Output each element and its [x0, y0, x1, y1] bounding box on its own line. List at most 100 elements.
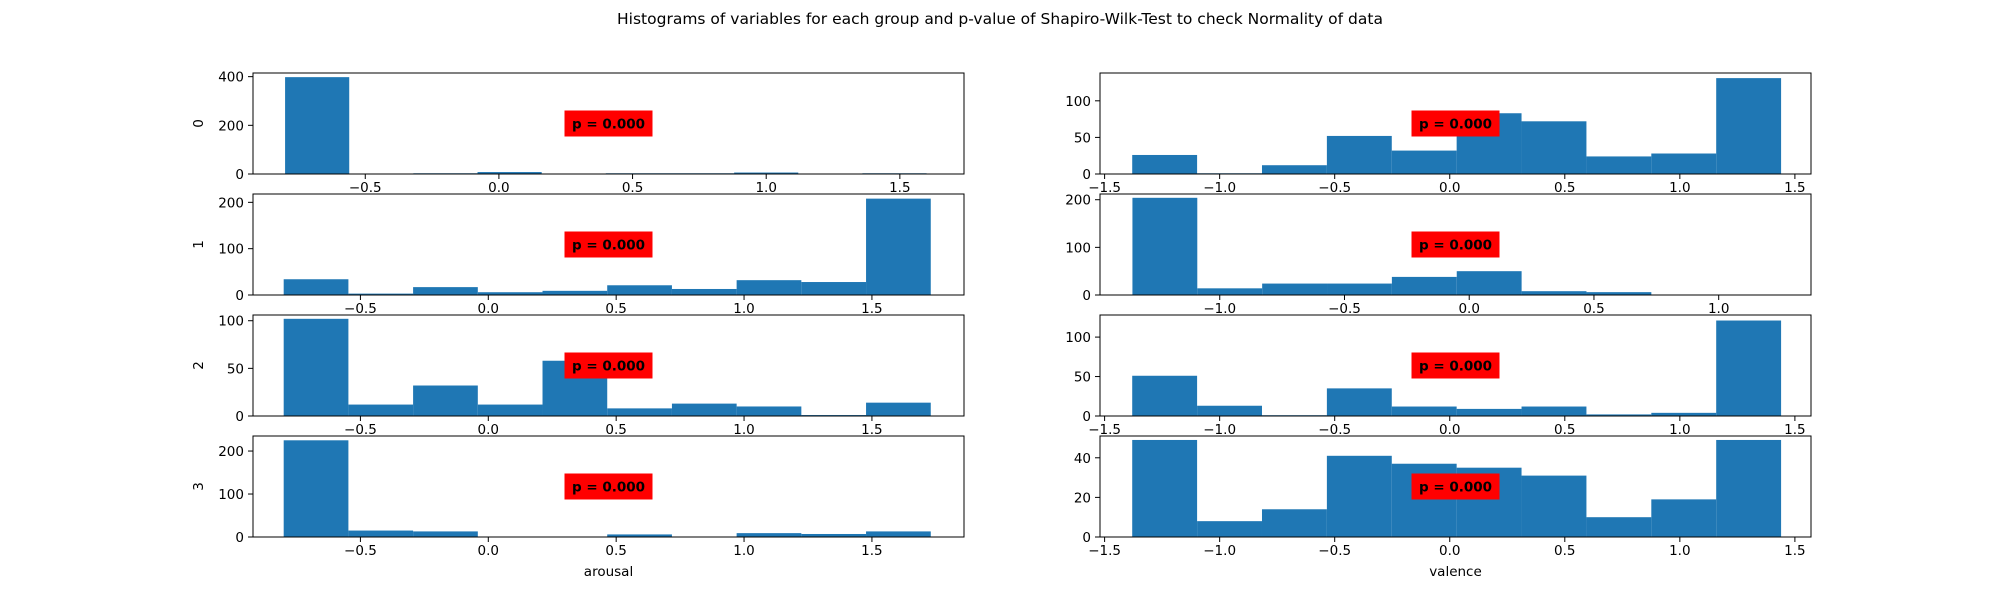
axes-frame [252, 72, 965, 175]
p-value-box [1411, 231, 1500, 258]
histogram-bar [1521, 406, 1587, 416]
histogram-bar [1391, 150, 1457, 174]
x-tick-label: 1.0 [1708, 301, 1729, 317]
x-tick-label: 0.5 [1554, 422, 1575, 438]
histogram-bar [1456, 271, 1522, 295]
p-value-text: p = 0.000 [572, 359, 645, 375]
axes-frame [252, 435, 965, 538]
x-tick-label: −1.5 [1088, 422, 1121, 438]
x-tick-label: 1.0 [733, 543, 754, 559]
y-tick-label: 40 [1074, 451, 1091, 467]
histogram-bar [1586, 414, 1652, 416]
histogram-bar [1521, 475, 1587, 537]
x-tick-label: −1.0 [1203, 180, 1236, 196]
x-tick-label: 0.0 [1458, 301, 1479, 317]
histogram-panel: −0.5 0.0 0.5 1.0 1.5 0 200 400 0 p = 0.000 [191, 70, 965, 196]
histogram-bar [1651, 153, 1717, 174]
histogram-bar [1326, 388, 1392, 416]
y-tick-label: 0 [1082, 167, 1091, 183]
histogram-bar [736, 533, 802, 537]
x-tick-label: 0.5 [605, 301, 626, 317]
x-tick-label: −1.0 [1203, 543, 1236, 559]
p-value-annotation: p = 0.000 [1411, 231, 1500, 258]
histogram-bar [1521, 121, 1587, 174]
x-tick-label: −1.5 [1088, 180, 1121, 196]
p-value-box [1411, 473, 1500, 500]
y-tick-label: 0 [235, 167, 244, 183]
p-value-box [564, 231, 653, 258]
x-tick-label: 1.5 [861, 543, 882, 559]
y-tick-label: 50 [1074, 370, 1091, 386]
y-tick-label: 0 [1082, 530, 1091, 546]
y-tick-label: 100 [1065, 240, 1091, 256]
p-value-text: p = 0.000 [1419, 480, 1492, 496]
x-tick-label: 1.0 [1669, 422, 1690, 438]
histogram-bar [283, 440, 349, 537]
p-value-text: p = 0.000 [572, 238, 645, 254]
x-tick-label: 0.0 [1439, 422, 1460, 438]
histogram-bar [607, 408, 672, 416]
y-tick-label: 0 [235, 530, 244, 546]
x-tick-label: 0.5 [605, 422, 626, 438]
y-tick-label: 50 [1074, 130, 1091, 146]
x-tick-label: 1.5 [861, 301, 882, 317]
axes-frame [1099, 72, 1812, 175]
histogram-bar [1261, 509, 1327, 537]
x-tick-label: 0.0 [478, 301, 499, 317]
axes-frame [252, 314, 965, 417]
x-tick-label: 1.0 [733, 301, 754, 317]
axes-frame [1099, 314, 1812, 417]
histogram-bar [1391, 406, 1457, 416]
p-value-box [1411, 352, 1500, 379]
y-tick-label: 200 [218, 118, 244, 134]
p-value-annotation: p = 0.000 [564, 473, 653, 500]
histogram-bar [866, 198, 931, 295]
figure-title: Histograms of variables for each group a… [617, 10, 1383, 28]
x-tick-label: −0.5 [349, 180, 382, 196]
p-value-text: p = 0.000 [572, 480, 645, 496]
p-value-text: p = 0.000 [572, 117, 645, 133]
x-tick-label: 0.5 [605, 543, 626, 559]
axes-frame [1099, 435, 1812, 538]
histogram-bar [477, 292, 543, 295]
p-value-box [1411, 110, 1500, 137]
histogram-bar [1132, 154, 1198, 174]
histogram-bar [1132, 197, 1198, 295]
p-value-box [564, 473, 653, 500]
y-tick-label: 100 [218, 487, 244, 503]
x-tick-label: −1.5 [1088, 543, 1121, 559]
x-tick-label: 1.5 [1784, 180, 1805, 196]
histogram-bar [1716, 78, 1782, 174]
y-tick-label: 100 [1065, 94, 1091, 110]
y-tick-label: 200 [218, 195, 244, 211]
p-value-annotation: p = 0.000 [564, 352, 653, 379]
p-value-text: p = 0.000 [1419, 359, 1492, 375]
y-tick-label: 400 [218, 70, 244, 86]
y-tick-label: 0 [1082, 288, 1091, 304]
histogram-panel: −0.5 0.0 0.5 1.0 1.5 0 50 100 2 p = 0.000 [191, 314, 965, 438]
histogram-bar [607, 534, 672, 537]
y-tick-label: 0 [235, 288, 244, 304]
histogram-bar [607, 285, 672, 295]
x-tick-label: −0.5 [344, 543, 377, 559]
histogram-bar [1132, 439, 1198, 537]
x-tick-label: 0.0 [478, 543, 499, 559]
histogram-bar [348, 530, 414, 537]
group-label: 1 [191, 240, 207, 249]
histogram-bar [734, 172, 799, 174]
histogram-bar [736, 280, 802, 295]
x-tick-label: −1.0 [1203, 422, 1236, 438]
y-tick-label: 200 [218, 444, 244, 460]
group-label: 0 [191, 119, 207, 128]
x-tick-label: −0.5 [1328, 301, 1361, 317]
histogram-bar [477, 172, 542, 174]
histogram-bar [283, 279, 349, 295]
histogram-bar [413, 287, 478, 295]
x-tick-label: 1.5 [889, 180, 910, 196]
p-value-annotation: p = 0.000 [564, 231, 653, 258]
histogram-panel: −0.5 0.0 0.5 1.0 1.5 0 100 200 1 p = 0.000 [191, 193, 965, 317]
x-tick-label: 1.5 [861, 422, 882, 438]
y-tick-label: 100 [1065, 330, 1091, 346]
histogram-bar [413, 385, 478, 416]
histogram-panel: −1.0 −0.5 0.0 0.5 1.0 0 100 200 p = 0.000 [1065, 193, 1812, 317]
